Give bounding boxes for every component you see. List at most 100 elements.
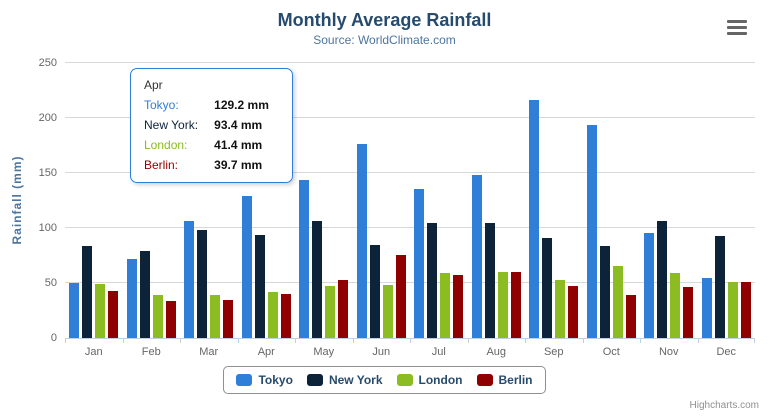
bar-new-york-aug[interactable]: [484, 223, 495, 338]
x-axis-tick: [754, 338, 755, 343]
legend: Tokyo New York London Berlin: [0, 366, 769, 394]
column-group-jun: [353, 63, 411, 338]
bar-new-york-jan[interactable]: [82, 246, 93, 338]
bar-berlin-dec[interactable]: [740, 281, 751, 338]
bar-berlin-jul[interactable]: [453, 274, 464, 338]
bar-tokyo-mar[interactable]: [184, 220, 195, 338]
x-axis-label-aug: Aug: [486, 346, 507, 358]
bar-berlin-aug[interactable]: [510, 271, 521, 338]
bar-tokyo-dec[interactable]: [701, 278, 712, 338]
bar-london-may[interactable]: [325, 286, 336, 338]
x-axis-label-jun: Jun: [372, 346, 391, 358]
bar-london-nov[interactable]: [670, 272, 681, 338]
tooltip-header: Apr: [144, 78, 163, 92]
bar-new-york-mar[interactable]: [197, 229, 208, 338]
legend-swatch-icon: [476, 374, 493, 386]
x-axis-tick: [410, 338, 411, 343]
bar-tokyo-aug[interactable]: [471, 174, 482, 338]
x-axis-label-nov: Nov: [658, 346, 679, 358]
bar-tokyo-nov[interactable]: [644, 232, 655, 338]
bar-tokyo-jul[interactable]: [414, 188, 425, 338]
bar-tokyo-may[interactable]: [299, 179, 310, 338]
bar-new-york-nov[interactable]: [657, 220, 668, 338]
tooltip-series-name: New York:: [144, 118, 199, 132]
x-axis-tick: [525, 338, 526, 343]
bar-london-sep[interactable]: [555, 280, 566, 338]
bar-tokyo-sep[interactable]: [529, 99, 540, 338]
export-menu-button[interactable]: [725, 15, 753, 39]
y-axis-label: 0: [50, 332, 57, 344]
bar-london-feb[interactable]: [152, 295, 163, 338]
y-axis-label: 250: [38, 57, 57, 69]
bar-berlin-sep[interactable]: [568, 285, 579, 338]
bar-tokyo-apr[interactable]: [241, 195, 252, 338]
column-group-sep: [525, 63, 583, 338]
bar-berlin-may[interactable]: [338, 280, 349, 338]
legend-label: London: [418, 373, 463, 387]
bar-new-york-jun[interactable]: [369, 245, 380, 338]
x-axis-tick: [65, 338, 66, 343]
bar-new-york-oct[interactable]: [599, 246, 610, 338]
x-axis-tick: [352, 338, 354, 343]
column-group-nov: [640, 63, 698, 338]
bar-berlin-jun[interactable]: [395, 254, 406, 338]
legend-swatch-icon: [236, 374, 253, 386]
bar-tokyo-jun[interactable]: [356, 144, 367, 338]
y-axis-label: 50: [44, 277, 57, 289]
bar-berlin-apr[interactable]: [280, 294, 291, 338]
chart-title: Monthly Average Rainfall: [277, 10, 492, 30]
bar-london-jul[interactable]: [440, 273, 451, 338]
x-axis-tick: [180, 338, 181, 343]
gridline: [65, 282, 755, 283]
bar-tokyo-oct[interactable]: [586, 124, 597, 338]
legend-item-new-york[interactable]: New York: [306, 373, 383, 387]
column-group-jul: [410, 63, 468, 338]
bar-berlin-feb[interactable]: [165, 301, 176, 338]
x-axis-label-feb: Feb: [141, 346, 161, 358]
hamburger-menu-icon: [727, 25, 747, 29]
bar-berlin-oct[interactable]: [625, 295, 636, 338]
chart-subtitle: Source: WorldClimate.com: [313, 33, 456, 47]
highcharts-credit-link[interactable]: Highcharts.com: [689, 400, 759, 411]
bar-berlin-nov[interactable]: [683, 286, 694, 338]
bar-london-dec[interactable]: [727, 281, 738, 338]
bar-london-apr[interactable]: [267, 292, 278, 338]
legend-item-london[interactable]: London: [396, 373, 463, 387]
bar-new-york-dec[interactable]: [714, 236, 725, 338]
bar-london-aug[interactable]: [497, 272, 508, 338]
x-axis-tick: [640, 338, 641, 343]
bar-london-jun[interactable]: [382, 284, 393, 338]
x-axis-label-may: May: [313, 346, 335, 358]
y-axis-label: 100: [38, 222, 57, 234]
column-group-oct: [583, 63, 641, 338]
bar-new-york-jul[interactable]: [427, 222, 438, 338]
column-group-may: [295, 63, 353, 338]
bar-tokyo-jan[interactable]: [69, 283, 80, 338]
legend-swatch-icon: [396, 374, 413, 386]
legend-item-berlin[interactable]: Berlin: [476, 373, 533, 387]
bar-new-york-may[interactable]: [312, 221, 323, 338]
x-axis-tick: [582, 338, 584, 343]
bar-new-york-feb[interactable]: [139, 251, 150, 338]
legend-item-tokyo[interactable]: Tokyo: [236, 373, 293, 387]
x-axis-tick: [237, 338, 239, 343]
x-axis-label-jan: Jan: [84, 346, 103, 358]
x-axis-label-sep: Sep: [543, 346, 564, 358]
bar-berlin-mar[interactable]: [223, 300, 234, 338]
bar-tokyo-feb[interactable]: [126, 259, 137, 338]
x-axis-label-apr: Apr: [257, 346, 275, 358]
column-group-aug: [468, 63, 526, 338]
bar-new-york-sep[interactable]: [542, 237, 553, 338]
bar-new-york-apr[interactable]: [254, 235, 265, 338]
column-group-apr: [238, 63, 296, 338]
tooltip-series-value: 39.7 mm: [214, 158, 263, 172]
tooltip-series-name: London:: [144, 138, 188, 152]
bar-london-mar[interactable]: [210, 294, 221, 338]
legend-label: Tokyo: [258, 373, 293, 387]
hamburger-menu-icon: [727, 19, 747, 23]
bar-london-jan[interactable]: [95, 284, 106, 338]
bar-berlin-jan[interactable]: [108, 291, 119, 338]
y-axis-label: 150: [38, 167, 57, 179]
bar-london-oct[interactable]: [612, 266, 623, 338]
